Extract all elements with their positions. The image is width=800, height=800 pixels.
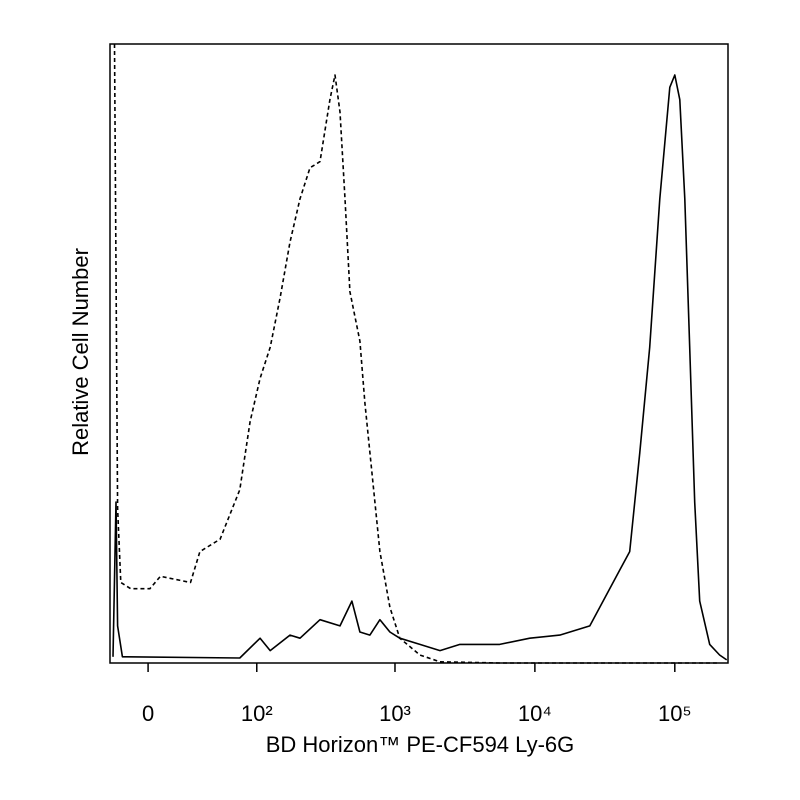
x-axis-label: BD Horizon™ PE-CF594 Ly-6G: [266, 732, 575, 757]
x-tick-label: 10³: [379, 701, 411, 726]
y-axis-label: Relative Cell Number: [68, 248, 93, 456]
x-tick-label: 0: [142, 701, 154, 726]
x-tick-label: 10⁵: [658, 701, 692, 726]
series-line: [113, 43, 717, 664]
x-tick-label: 10²: [241, 701, 273, 726]
x-tick-label: 10⁴: [518, 701, 552, 726]
plot-frame: [109, 43, 729, 664]
series-line: [112, 74, 728, 661]
